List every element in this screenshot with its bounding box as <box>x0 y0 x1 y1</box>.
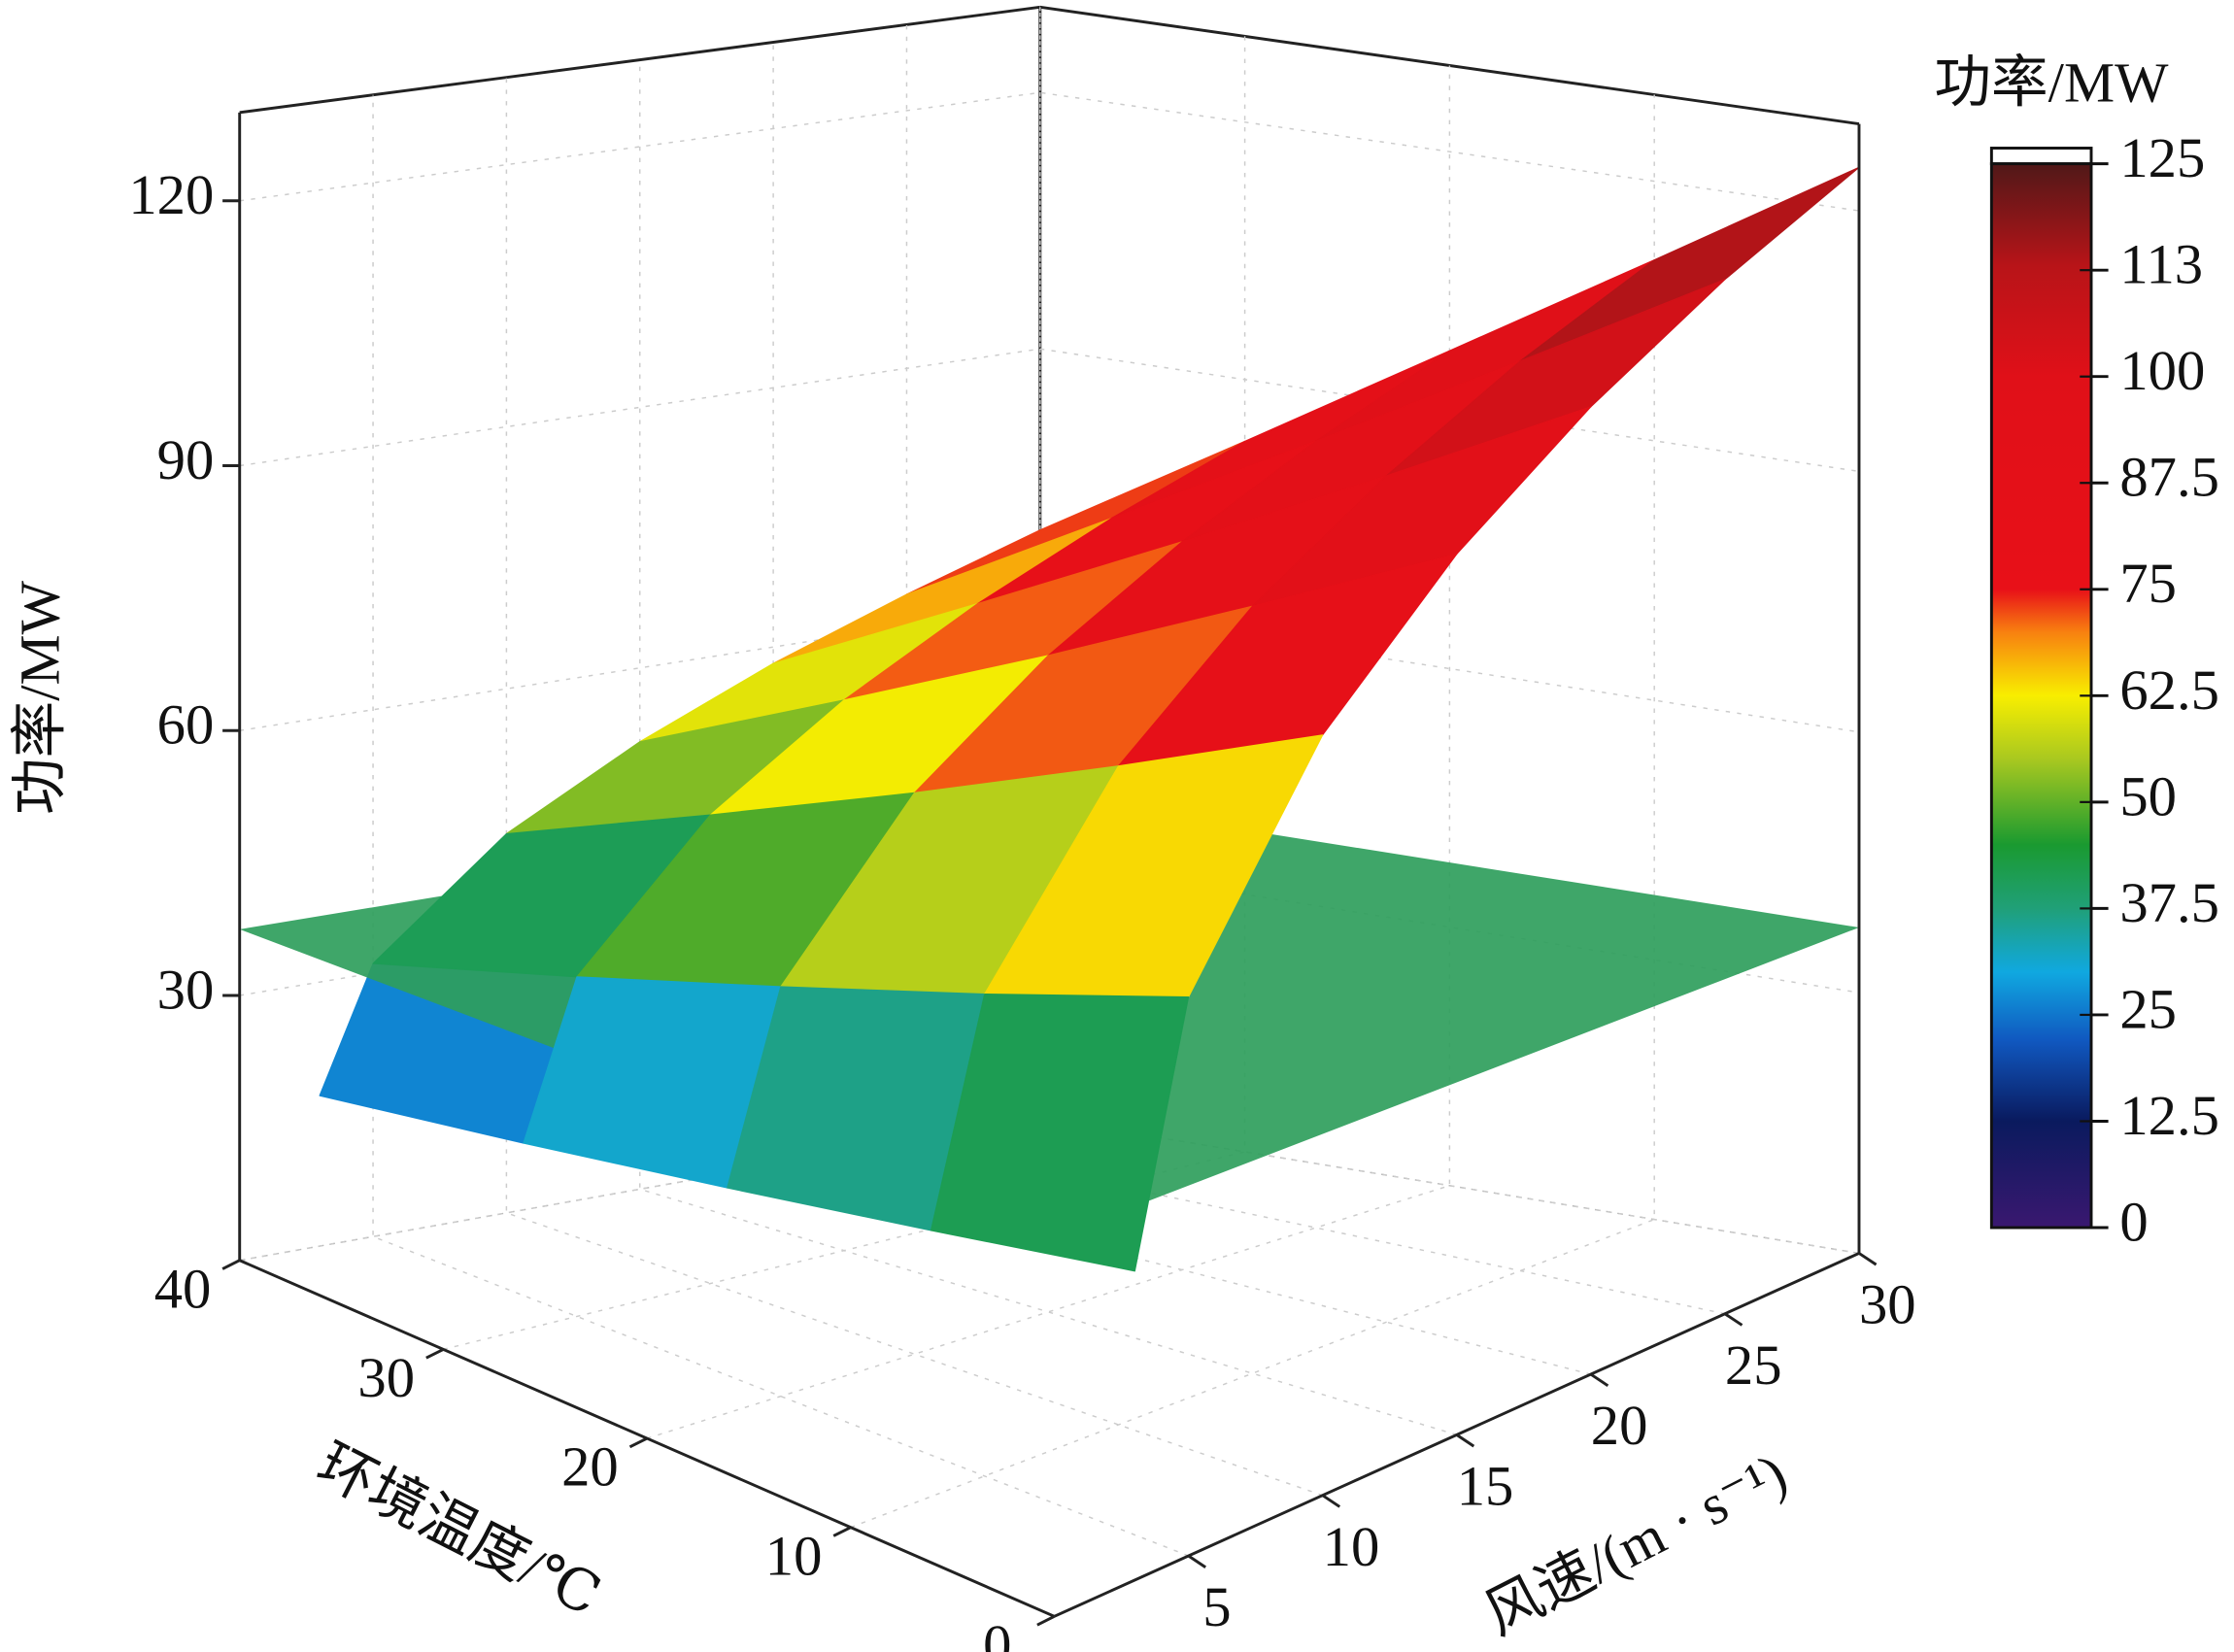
colorbar-tick-label: 75 <box>2119 552 2177 615</box>
surface-cell <box>930 993 1190 1272</box>
x-tick <box>1455 1433 1475 1448</box>
colorbar-cap <box>1989 147 2093 166</box>
colorbar <box>1989 162 2093 1230</box>
grid-line <box>1039 7 1860 1255</box>
y-tick <box>628 1436 648 1449</box>
y-tick-label: 40 <box>154 1257 212 1320</box>
x-tick-label: 30 <box>1859 1273 1916 1336</box>
y-tick <box>425 1348 445 1360</box>
colorbar-tick-label: 12.5 <box>2119 1084 2219 1147</box>
x-tick-label: 15 <box>1457 1454 1514 1517</box>
colorbar-tick-label: 50 <box>2119 764 2177 827</box>
colorbar-tick-label: 87.5 <box>2119 446 2219 509</box>
colorbar-tick-label: 100 <box>2119 339 2205 402</box>
box-edge <box>239 5 1041 115</box>
colorbar-tick-label: 0 <box>2119 1190 2148 1253</box>
surface-cell <box>1519 166 1860 362</box>
grid-line <box>505 77 1323 1497</box>
y-tick-label: 10 <box>765 1524 823 1587</box>
y-tick <box>221 1259 241 1270</box>
colorbar-tick-label: 125 <box>2119 126 2205 189</box>
box-edge <box>1039 5 1860 126</box>
z-tick-label: 30 <box>157 958 215 1021</box>
x-tick-label: 20 <box>1591 1394 1648 1457</box>
x-tick-label: 5 <box>1202 1575 1231 1638</box>
z-axis-label: 功率/MW <box>9 580 72 815</box>
x-tick-label: 10 <box>1323 1515 1380 1578</box>
z-tick-label: 60 <box>157 693 215 757</box>
colorbar-tick-label: 25 <box>2119 977 2177 1040</box>
x-tick-label: 25 <box>1725 1333 1782 1397</box>
colorbar-title: 功率/MW <box>1934 51 2169 114</box>
x-tick <box>1858 1252 1878 1266</box>
y-tick-label: 20 <box>561 1435 619 1499</box>
x-axis-label: 风速/(m · s⁻¹) <box>1474 1441 1796 1647</box>
x-tick <box>1187 1554 1206 1568</box>
colorbar-tick-label: 62.5 <box>2119 658 2219 722</box>
y-tick <box>1036 1615 1056 1627</box>
x-tick <box>1724 1312 1743 1327</box>
grid-line <box>443 36 1246 1351</box>
y-tick-label: 0 <box>983 1613 1011 1652</box>
x-tick <box>1590 1372 1609 1388</box>
z-tick-label: 120 <box>128 163 214 226</box>
y-tick-label: 30 <box>357 1346 415 1409</box>
grid-line <box>239 91 1860 212</box>
y-tick <box>832 1526 852 1537</box>
grid-line <box>850 94 1655 1529</box>
colorbar-tick-label: 37.5 <box>2119 871 2219 934</box>
z-tick-label: 90 <box>157 428 215 491</box>
x-tick <box>1321 1494 1341 1508</box>
colorbar-tick-label: 113 <box>2119 233 2203 296</box>
